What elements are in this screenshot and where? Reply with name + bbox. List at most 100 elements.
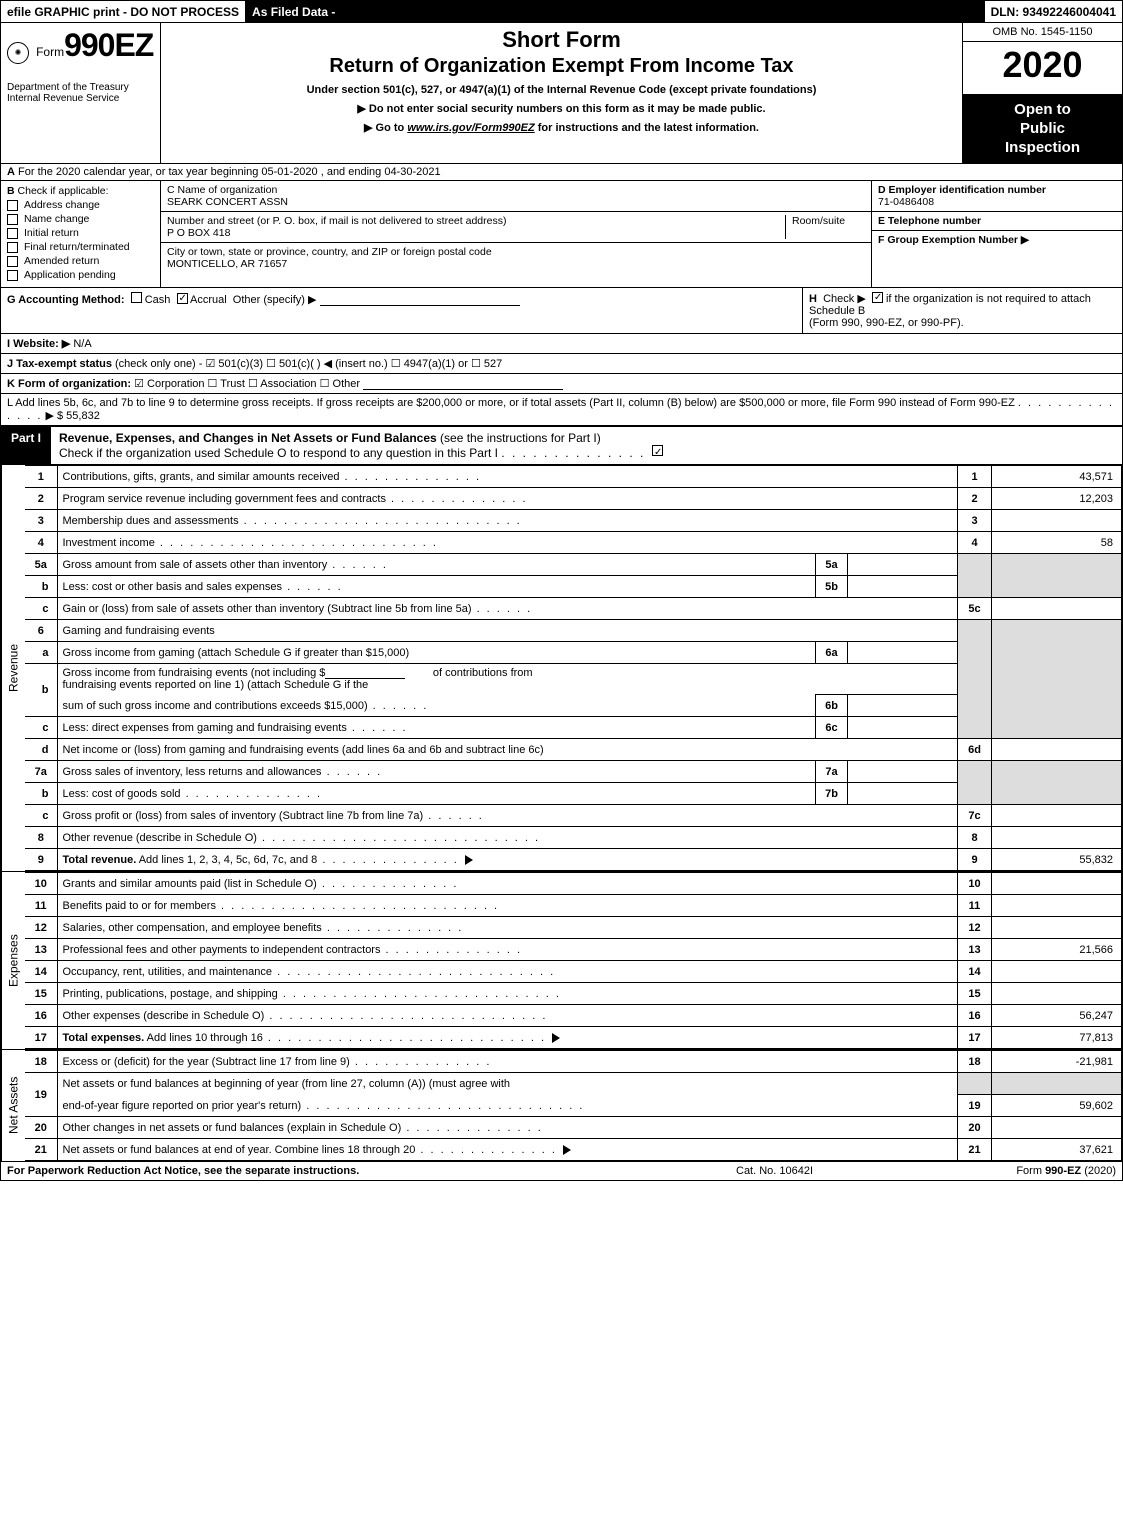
chk-name-change[interactable]: Name change (7, 213, 154, 225)
form-header: ✺ Form990EZ Department of the Treasury I… (1, 23, 1122, 164)
chk-h[interactable] (872, 292, 883, 303)
chk-amended-return[interactable]: Amended return (7, 255, 154, 267)
efile-label: efile GRAPHIC print - DO NOT PROCESS (1, 1, 246, 22)
line-7a: 7a Gross sales of inventory, less return… (25, 761, 1122, 783)
part1-check-line: Check if the organization used Schedule … (59, 446, 498, 460)
line-18: 18Excess or (deficit) for the year (Subt… (25, 1051, 1122, 1073)
line-17: 17Total expenses. Add lines 10 through 1… (25, 1027, 1122, 1049)
part1-paren: (see the instructions for Part I) (440, 431, 601, 445)
tax-year: 2020 (963, 42, 1122, 95)
page-footer: For Paperwork Reduction Act Notice, see … (1, 1161, 1122, 1180)
line-16: 16Other expenses (describe in Schedule O… (25, 1005, 1122, 1027)
k-label: K Form of organization: (7, 378, 131, 390)
h-block: H Check ▶ if the organization is not req… (802, 288, 1122, 333)
g-other-input[interactable] (320, 294, 520, 306)
line-3: 3 Membership dues and assessments 3 (25, 510, 1122, 532)
line-5b: b Less: cost or other basis and sales ex… (25, 576, 1122, 598)
dept-treasury: Department of the Treasury (7, 82, 154, 93)
c-street-label: Number and street (or P. O. box, if mail… (167, 215, 785, 227)
open-to-public: Open to Public Inspection (963, 95, 1122, 163)
line-6: 6 Gaming and fundraising events (25, 620, 1122, 642)
c-name-label: C Name of organization (167, 184, 865, 196)
f-block: F Group Exemption Number ▶ (872, 231, 1122, 249)
chk-final-return[interactable]: Final return/terminated (7, 241, 154, 253)
header-right: OMB No. 1545-1150 2020 Open to Public In… (962, 23, 1122, 163)
side-expenses: Expenses (1, 872, 25, 1049)
footer-left: For Paperwork Reduction Act Notice, see … (7, 1165, 736, 1177)
col-b: B Check if applicable: Address change Na… (1, 181, 161, 287)
i-label: I Website: ▶ (7, 338, 70, 350)
row-a: A For the 2020 calendar year, or tax yea… (1, 164, 1122, 181)
line-10: 10Grants and similar amounts paid (list … (25, 873, 1122, 895)
side-netassets: Net Assets (1, 1050, 25, 1161)
subtitle: Under section 501(c), 527, or 4947(a)(1)… (169, 84, 954, 96)
row-i: I Website: ▶ N/A (1, 334, 1122, 354)
expenses-section: Expenses 10Grants and similar amounts pa… (1, 872, 1122, 1050)
line-14: 14Occupancy, rent, utilities, and mainte… (25, 961, 1122, 983)
part1-tag: Part I (1, 427, 51, 464)
irs-seal-icon: ✺ (7, 42, 29, 64)
chk-accrual[interactable] (177, 293, 188, 304)
topbar: efile GRAPHIC print - DO NOT PROCESS As … (1, 1, 1122, 23)
chk-initial-return[interactable]: Initial return (7, 227, 154, 239)
chk-cash[interactable] (131, 292, 142, 303)
block-bcdef: B Check if applicable: Address change Na… (1, 181, 1122, 288)
org-name: SEARK CONCERT ASSN (167, 196, 865, 208)
part1-title-bold: Revenue, Expenses, and Changes in Net As… (59, 431, 437, 445)
k-rest: ☑ Corporation ☐ Trust ☐ Association ☐ Ot… (134, 378, 360, 390)
form-page: efile GRAPHIC print - DO NOT PROCESS As … (0, 0, 1123, 1181)
line-8: 8 Other revenue (describe in Schedule O)… (25, 827, 1122, 849)
k-other-input[interactable] (363, 378, 563, 390)
dept-irs: Internal Revenue Service (7, 93, 154, 104)
d-label: D Employer identification number (878, 184, 1046, 196)
row-gh: G Accounting Method: Cash Accrual Other … (1, 288, 1122, 334)
org-city: MONTICELLO, AR 71657 (167, 258, 865, 270)
line-6b-cont: sum of such gross income and contributio… (25, 695, 1122, 717)
row-l: L Add lines 5b, 6c, and 7b to line 9 to … (1, 394, 1122, 426)
line-2: 2 Program service revenue including gove… (25, 488, 1122, 510)
note-ssn: ▶ Do not enter social security numbers o… (169, 102, 954, 115)
col-c: C Name of organization SEARK CONCERT ASS… (161, 181, 872, 287)
line-6c: c Less: direct expenses from gaming and … (25, 717, 1122, 739)
form-number: 990EZ (64, 27, 153, 63)
c-name-block: C Name of organization SEARK CONCERT ASS… (161, 181, 871, 212)
chk-address-change[interactable]: Address change (7, 199, 154, 211)
omb-number: OMB No. 1545-1150 (963, 23, 1122, 42)
ein-value: 71-0486408 (878, 196, 1116, 208)
c-city-block: City or town, state or province, country… (161, 243, 871, 273)
j-label: J Tax-exempt status (7, 358, 112, 370)
line-9: 9 Total revenue. Add lines 1, 2, 3, 4, 5… (25, 849, 1122, 871)
b-check-if: Check if applicable: (18, 185, 109, 197)
header-left: ✺ Form990EZ Department of the Treasury I… (1, 23, 161, 163)
c-street-block: Number and street (or P. O. box, if mail… (161, 212, 871, 243)
note-url: ▶ Go to www.irs.gov/Form990EZ for instru… (169, 121, 954, 134)
website-value: N/A (73, 338, 91, 350)
6b-amount-input[interactable] (325, 667, 405, 679)
line-19b: end-of-year figure reported on prior yea… (25, 1095, 1122, 1117)
row-a-text: For the 2020 calendar year, or tax year … (18, 166, 441, 178)
chk-application-pending[interactable]: Application pending (7, 269, 154, 281)
line-1: 1 Contributions, gifts, grants, and simi… (25, 466, 1122, 488)
expenses-table: 10Grants and similar amounts paid (list … (25, 872, 1122, 1049)
d-block: D Employer identification number 71-0486… (872, 181, 1122, 212)
chk-part1-scho[interactable] (652, 445, 663, 456)
return-title: Return of Organization Exempt From Incom… (169, 55, 954, 78)
line-13: 13Professional fees and other payments t… (25, 939, 1122, 961)
j-rest: (check only one) - ☑ 501(c)(3) ☐ 501(c)(… (115, 358, 502, 370)
line-19: 19 Net assets or fund balances at beginn… (25, 1073, 1122, 1095)
revenue-table: 1 Contributions, gifts, grants, and simi… (25, 465, 1122, 871)
header-center: Short Form Return of Organization Exempt… (161, 23, 962, 163)
line-7c: c Gross profit or (loss) from sales of i… (25, 805, 1122, 827)
line-6b: b Gross income from fundraising events (… (25, 664, 1122, 695)
line-20: 20Other changes in net assets or fund ba… (25, 1117, 1122, 1139)
g-label: G Accounting Method: (7, 294, 125, 306)
row-j: J Tax-exempt status (check only one) - ☑… (1, 354, 1122, 374)
org-street: P O BOX 418 (167, 227, 785, 239)
l-amount-lbl: ▶ $ (45, 410, 66, 422)
l-amount: 55,832 (66, 410, 100, 422)
line-12: 12Salaries, other compensation, and empl… (25, 917, 1122, 939)
line-4: 4 Investment income 4 58 (25, 532, 1122, 554)
f-label: F Group Exemption Number ▶ (878, 234, 1029, 246)
open1: Open to (1014, 101, 1071, 118)
line-11: 11Benefits paid to or for members11 (25, 895, 1122, 917)
